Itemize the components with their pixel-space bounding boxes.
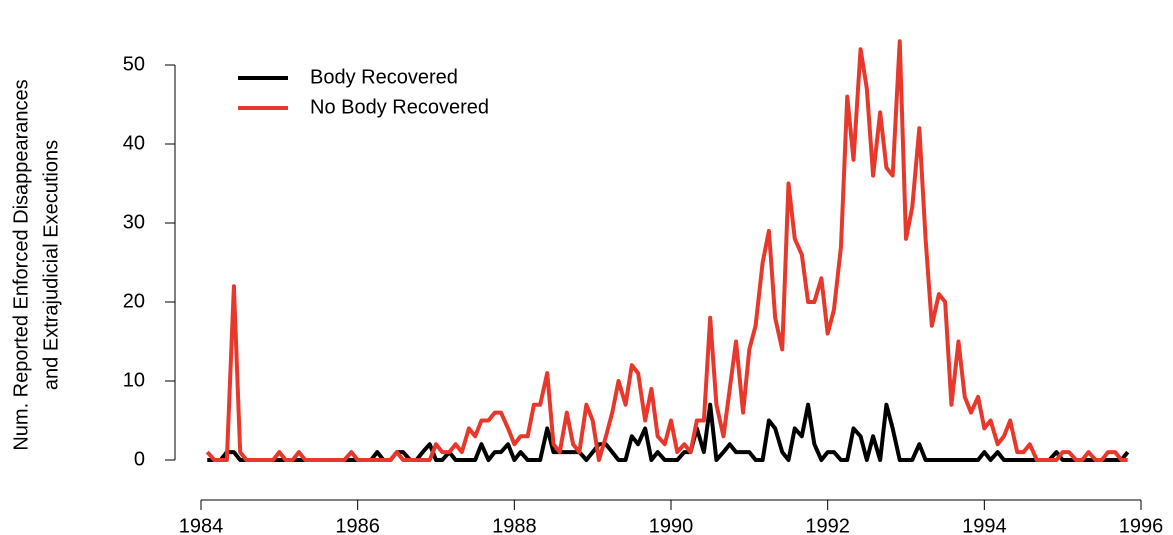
x-tick-label: 1992 [805, 515, 850, 535]
y-tick-label: 30 [123, 211, 145, 233]
x-tick-label: 1984 [179, 515, 224, 535]
x-tick-label: 1990 [649, 515, 694, 535]
y-tick-label: 40 [123, 132, 145, 154]
legend-label: Body Recovered [310, 66, 458, 88]
x-tick-label: 1996 [1119, 515, 1164, 535]
y-axis-label: and Extrajudicial Executions [40, 140, 62, 390]
x-tick-label: 1994 [962, 515, 1007, 535]
x-tick-label: 1988 [492, 515, 537, 535]
series-line [205, 39, 1128, 462]
y-tick-label: 10 [123, 369, 145, 391]
y-tick-label: 0 [134, 448, 145, 470]
y-tick-label: 20 [123, 290, 145, 312]
y-axis-label: Num. Reported Enforced Disappearances [10, 79, 32, 450]
y-tick-label: 50 [123, 53, 145, 75]
x-tick-label: 1986 [335, 515, 380, 535]
legend-label: No Body Recovered [310, 96, 489, 118]
